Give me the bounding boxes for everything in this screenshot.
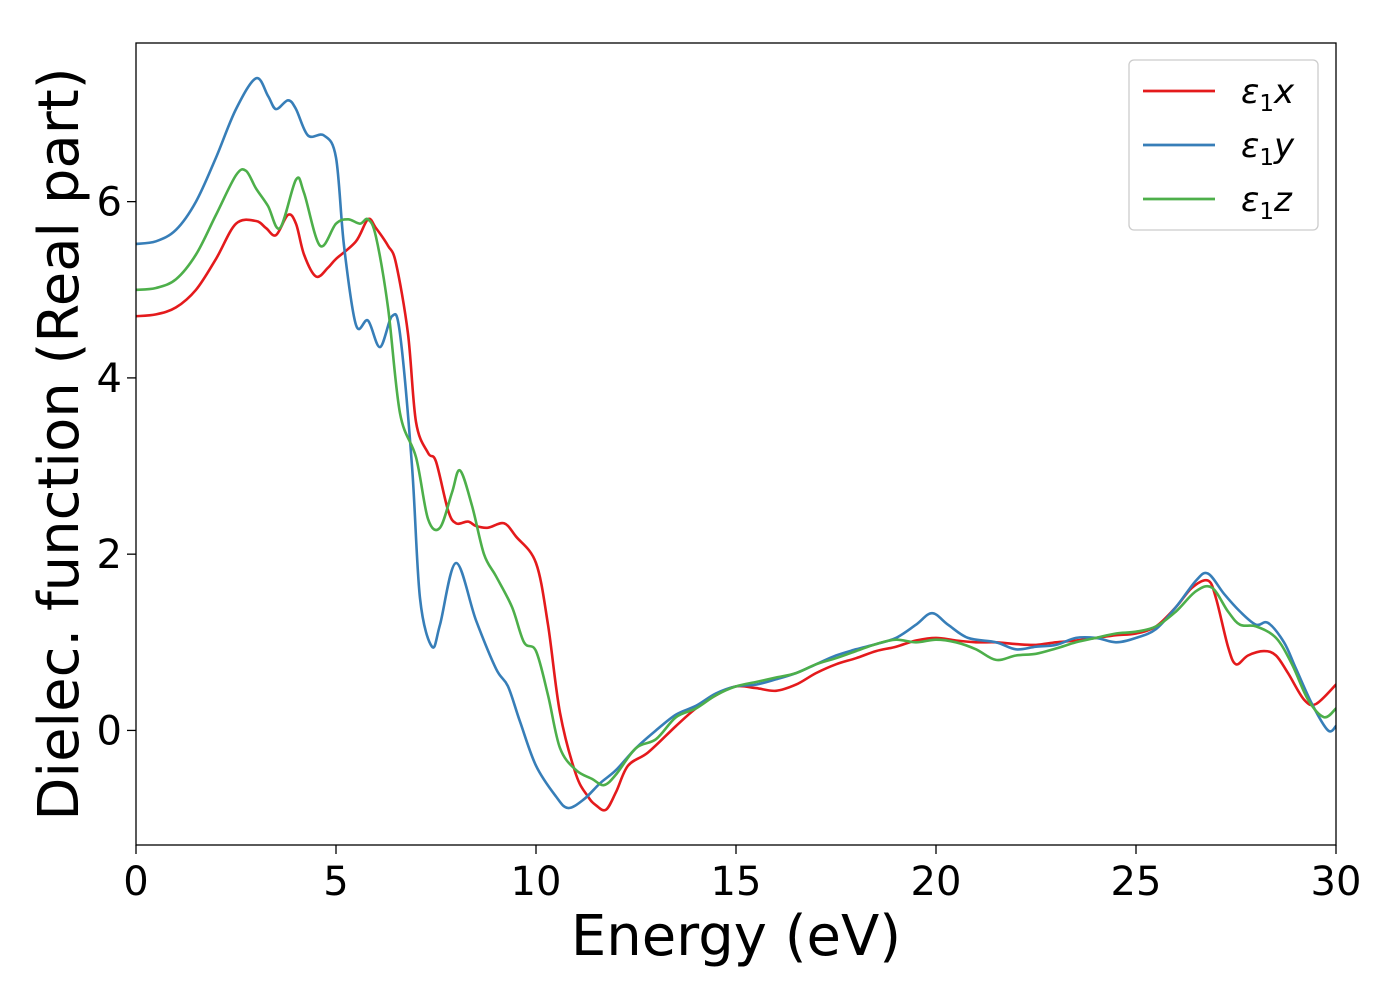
plot-frame: [135, 42, 1337, 846]
legend-label-2: ε1y: [1241, 126, 1295, 171]
x-tick-label: 30: [1311, 859, 1362, 905]
y-tick-label: 2: [97, 532, 122, 578]
x-tick-label: 20: [911, 859, 962, 905]
y-tick-label: 0: [97, 708, 122, 754]
x-tick-label: 0: [123, 859, 148, 905]
legend-label-1: ε1x: [1241, 72, 1295, 117]
x-axis-ticks: 0 5 10 15 20 25 30: [123, 845, 1361, 905]
y-tick-label: 4: [97, 356, 122, 402]
series-lines: [136, 76, 1336, 812]
x-tick-label: 15: [711, 859, 762, 905]
x-tick-label: 5: [323, 859, 348, 905]
x-tick-label: 25: [1111, 859, 1162, 905]
y-axis-label: Dielec. function (Real part): [27, 67, 92, 820]
x-axis-label: Energy (eV): [571, 904, 901, 969]
series-line-2: [136, 76, 1336, 810]
series-line-1: [136, 213, 1336, 812]
legend-box: [1128, 59, 1319, 231]
legend-label-3: ε1z: [1241, 180, 1293, 225]
series-line-3: [136, 168, 1336, 787]
y-axis-ticks: 0 2 4 6: [97, 180, 136, 754]
legend: ε1x ε1y ε1z: [1128, 59, 1319, 231]
x-tick-label: 10: [511, 859, 562, 905]
y-tick-label: 6: [97, 180, 122, 226]
